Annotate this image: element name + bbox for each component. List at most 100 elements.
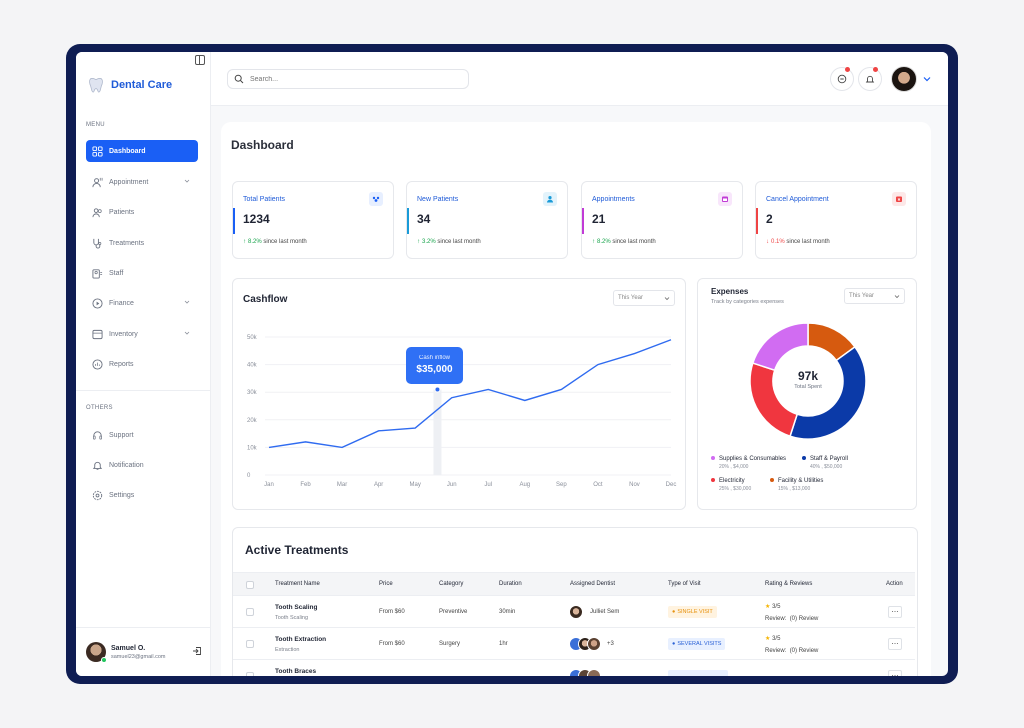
select-all-checkbox[interactable]	[246, 581, 254, 589]
sidebar-item-notification[interactable]: Notification	[86, 454, 198, 476]
sidebar-item-label: Inventory	[109, 330, 138, 338]
cashflow-title: Cashflow	[243, 294, 288, 305]
bell-icon	[865, 75, 875, 83]
headset-icon	[92, 430, 103, 441]
notifications-button[interactable]	[858, 67, 882, 91]
page-title: Dashboard	[231, 138, 294, 152]
table-row[interactable]: Tooth Braces ⋯	[233, 660, 915, 676]
calendar-icon	[718, 192, 732, 206]
arrow-up-icon: ↑	[592, 239, 595, 245]
table-row[interactable]: Tooth Extraction Extraction From $60 Sur…	[233, 628, 915, 660]
logout-icon[interactable]	[192, 646, 202, 656]
stat-card-total-patients[interactable]: Total Patients 1234 ↑ 8.2% since last mon…	[232, 181, 394, 259]
expenses-period-select[interactable]: This Year	[844, 288, 905, 304]
stat-card-cancel-appointment[interactable]: Cancel Appointment 2 ↓ 0.1% since last mo…	[755, 181, 917, 259]
sidebar-item-label: Settings	[109, 491, 135, 499]
column-header: Treatment Name	[275, 581, 320, 587]
online-status-dot	[101, 657, 107, 663]
treatment-category: Surgery	[439, 641, 461, 647]
y-tick-label: 20k	[247, 418, 258, 424]
x-tick-label: Sep	[556, 482, 567, 488]
sidebar-item-appointment[interactable]: Appointment	[86, 171, 198, 193]
sidebar-item-treatments[interactable]: Treatments	[86, 232, 198, 254]
sidebar-item-label: Dashboard	[109, 147, 146, 155]
x-tick-label: Nov	[629, 482, 640, 488]
sidebar-item-finance[interactable]: Finance	[86, 292, 198, 314]
stat-accent-bar	[407, 208, 409, 234]
sidebar-item-dashboard[interactable]: Dashboard	[86, 140, 198, 162]
dollar-icon	[92, 297, 103, 309]
sidebar-item-settings[interactable]: Settings	[86, 484, 198, 506]
legend-dot	[711, 478, 715, 483]
avatar[interactable]	[891, 66, 917, 92]
y-tick-label: 40k	[247, 363, 258, 369]
highlight-column	[433, 389, 442, 475]
sidebar-item-label: Treatments	[109, 239, 145, 247]
calendar-x-icon	[892, 192, 906, 206]
search-icon	[234, 74, 244, 84]
sidebar-item-label: Finance	[109, 299, 134, 307]
treatment-subname: Extraction	[275, 647, 300, 653]
dentist-avatar	[569, 605, 583, 619]
sidebar-item-patients[interactable]: Patients	[86, 201, 198, 223]
sidebar-item-label: Appointment	[109, 178, 149, 186]
more-actions-button[interactable]: ⋯	[888, 606, 902, 618]
logo[interactable]: Dental Care	[87, 76, 172, 94]
rating: ★ 3/5	[765, 636, 781, 642]
chevron-down-icon	[894, 295, 900, 299]
more-actions-button[interactable]: ⋯	[888, 670, 902, 676]
x-tick-label: Feb	[300, 482, 311, 488]
user-profile[interactable]: Samuel O. samuel23@gmail.com	[86, 638, 206, 666]
sidebar-item-staff[interactable]: Staff	[86, 262, 198, 284]
legend-item: Facility & Utilities 15% , $13,000	[770, 478, 823, 492]
star-icon: ★	[765, 604, 771, 610]
gear-icon	[92, 490, 103, 501]
chevron-down-icon[interactable]	[923, 76, 931, 82]
tooltip-value: $35,000	[416, 364, 453, 375]
column-header: Category	[439, 581, 464, 587]
sidebar-collapse-icon[interactable]	[195, 55, 205, 65]
x-tick-label: Jan	[264, 482, 274, 488]
tooth-icon	[89, 77, 103, 93]
visit-type-badge: ● SINGLE VISIT	[668, 606, 717, 618]
treatments-title: Active Treatments	[245, 543, 349, 557]
sidebar-item-support[interactable]: Support	[86, 424, 198, 446]
reviews[interactable]: Review: (0) Review	[765, 616, 819, 622]
x-tick-label: Jun	[447, 482, 457, 488]
table-row[interactable]: Tooth Scaling Tooth Scaling From $60 Pre…	[233, 596, 915, 628]
treatment-name: Tooth Extraction	[275, 636, 327, 643]
user-calendar-icon	[92, 177, 103, 188]
search-input[interactable]	[250, 75, 450, 83]
visit-type-badge: ● SEVERAL VISITS	[668, 638, 726, 650]
x-tick-label: Oct	[593, 482, 603, 488]
reviews[interactable]: Review: (0) Review	[765, 648, 819, 654]
sidebar-item-reports[interactable]: Reports	[86, 353, 198, 375]
users-icon	[92, 207, 103, 218]
stat-value: 34	[417, 212, 431, 226]
legend-dot	[770, 478, 774, 483]
more-actions-button[interactable]: ⋯	[888, 638, 902, 650]
search-box[interactable]	[227, 69, 469, 89]
donut-slice	[751, 322, 809, 372]
x-tick-label: Mar	[337, 482, 347, 488]
message-icon	[837, 74, 847, 84]
treatment-category: Preventive	[439, 609, 468, 615]
cashflow-period-select[interactable]: This Year	[613, 290, 675, 306]
row-checkbox[interactable]	[246, 672, 254, 676]
messages-button[interactable]	[830, 67, 854, 91]
report-icon	[92, 358, 103, 370]
treatments-panel: Active Treatments Treatment Name Price C…	[232, 527, 918, 676]
topbar	[211, 52, 948, 106]
table-header: Treatment Name Price Category Duration A…	[233, 572, 915, 596]
stat-card-new-patients[interactable]: New Patients 34 ↑ 3.2% since last month	[406, 181, 568, 259]
sidebar-item-inventory[interactable]: Inventory	[86, 323, 198, 345]
row-checkbox[interactable]	[246, 608, 254, 616]
arrow-down-icon: ↓	[766, 239, 769, 245]
expenses-title: Expenses	[711, 287, 749, 296]
treatment-subname: Tooth Scaling	[275, 615, 309, 621]
stat-card-appointments[interactable]: Appointments 21 ↑ 8.2% since last month	[581, 181, 743, 259]
treatment-name: Tooth Scaling	[275, 604, 318, 611]
row-checkbox[interactable]	[246, 640, 254, 648]
column-header: Duration	[499, 581, 522, 587]
x-tick-label: Aug	[519, 482, 530, 488]
